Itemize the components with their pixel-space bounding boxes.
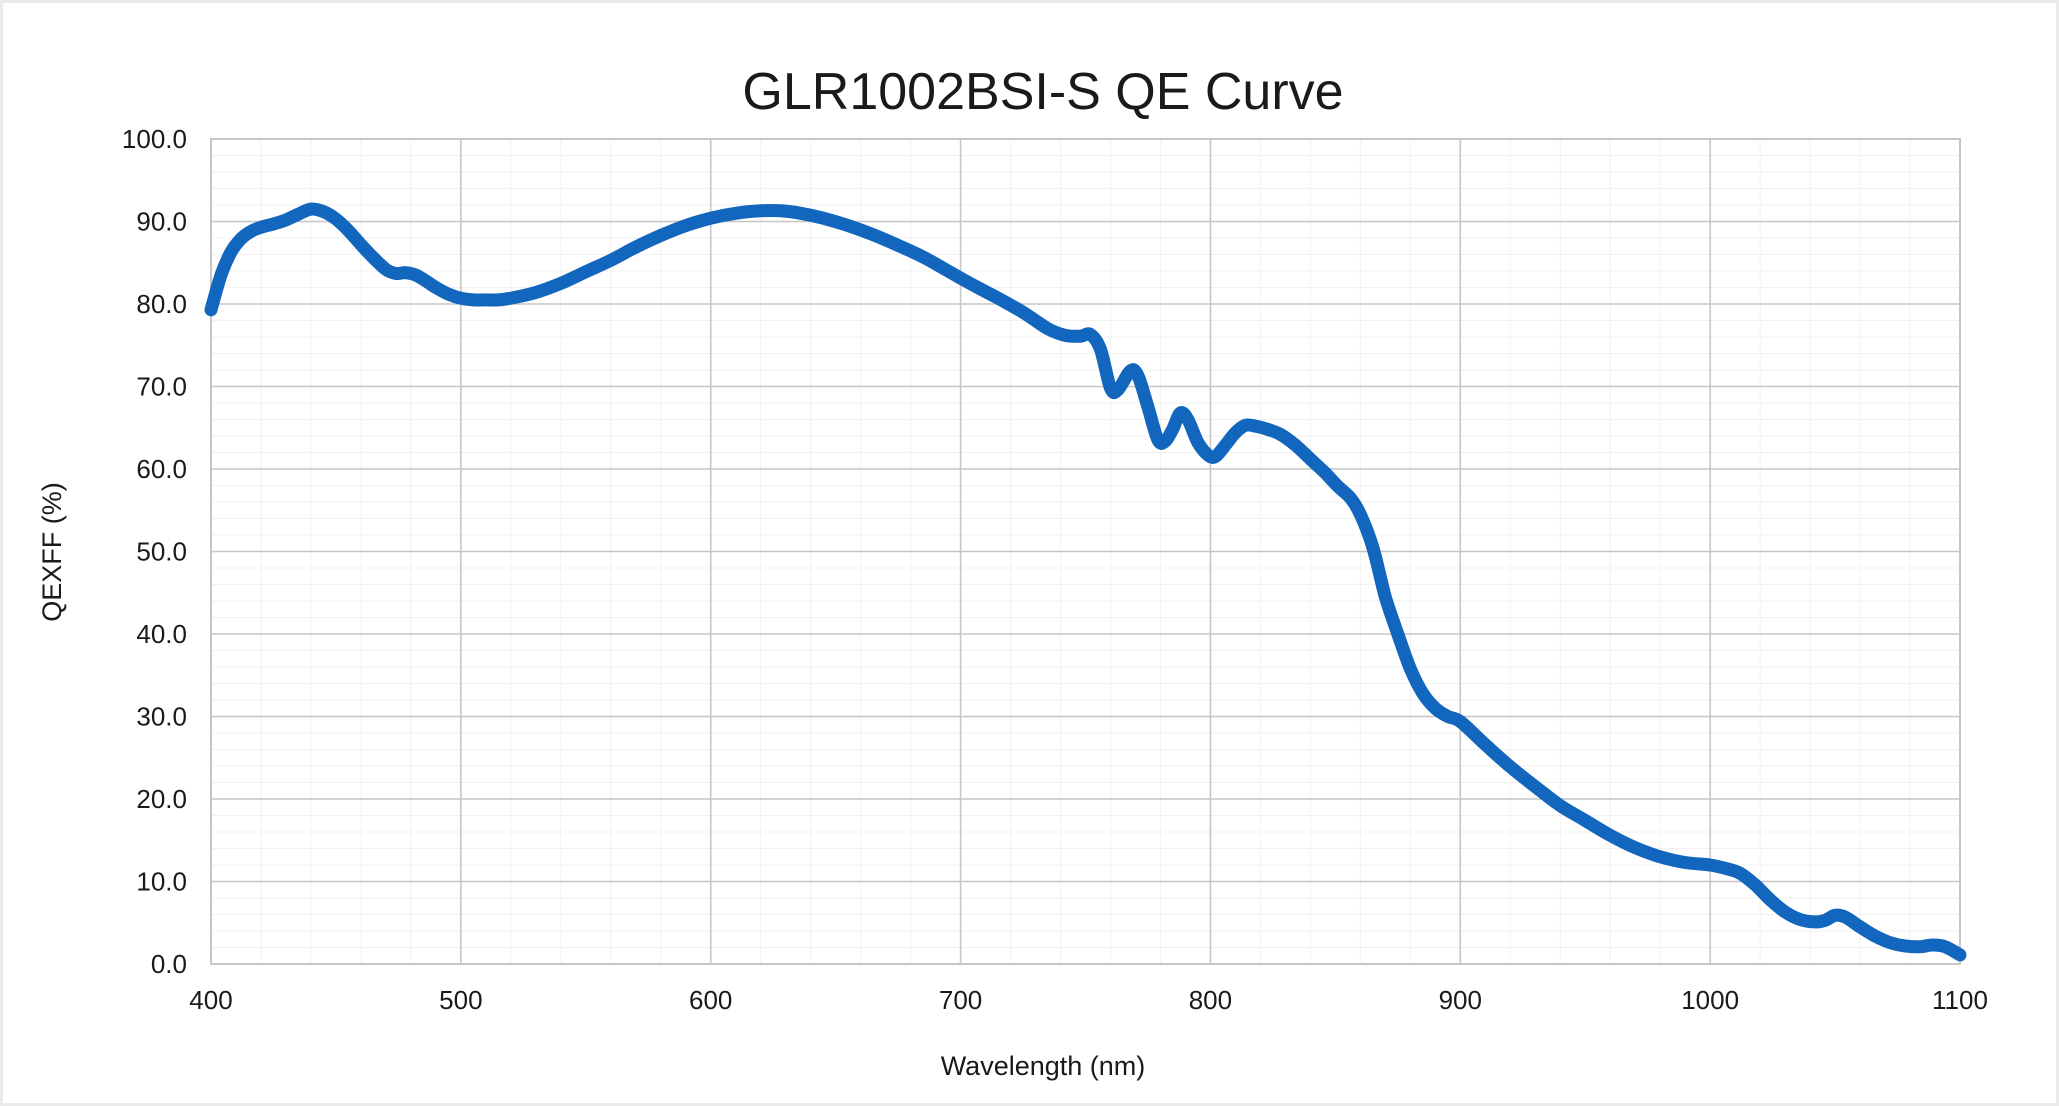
y-tick-label: 90.0 [136,207,187,237]
y-tick-label: 20.0 [136,784,187,814]
x-tick-label: 900 [1439,985,1482,1015]
y-axis-title: QEXFF (%) [37,482,67,622]
y-tick-label: 30.0 [136,702,187,732]
x-tick-label: 700 [939,985,982,1015]
y-tick-label: 80.0 [136,289,187,319]
y-axis-tick-labels: 0.0 10.0 20.0 30.0 40.0 50.0 60.0 70.0 80.0 90.0 1… [122,124,187,979]
x-tick-label: 400 [189,985,232,1015]
x-tick-label: 1100 [1932,985,1988,1015]
x-tick-label: 800 [1189,985,1232,1015]
x-axis-title: Wavelength (nm) [941,1051,1146,1081]
y-tick-label: 0.0 [151,949,187,979]
major-gridlines [210,138,1961,965]
y-tick-label: 100.0 [122,124,187,154]
qe-curve [204,202,1967,962]
x-axis-tick-labels: 400 500 600 700 800 900 1000 1100 [189,985,1988,1015]
plot-area-border [210,138,1961,965]
y-tick-label: 70.0 [136,372,187,402]
qe-chart: 400 500 600 700 800 900 1000 1100 0.0 10.0 20.0 30… [37,63,1988,1081]
x-tick-label: 500 [439,985,482,1015]
y-tick-label: 60.0 [136,454,187,484]
x-tick-label: 600 [689,985,732,1015]
chart-title: GLR1002BSI-S QE Curve [742,63,1343,121]
x-tick-label: 1000 [1681,985,1739,1015]
y-tick-label: 40.0 [136,619,187,649]
y-tick-label: 10.0 [136,867,187,897]
y-tick-label: 50.0 [136,537,187,567]
